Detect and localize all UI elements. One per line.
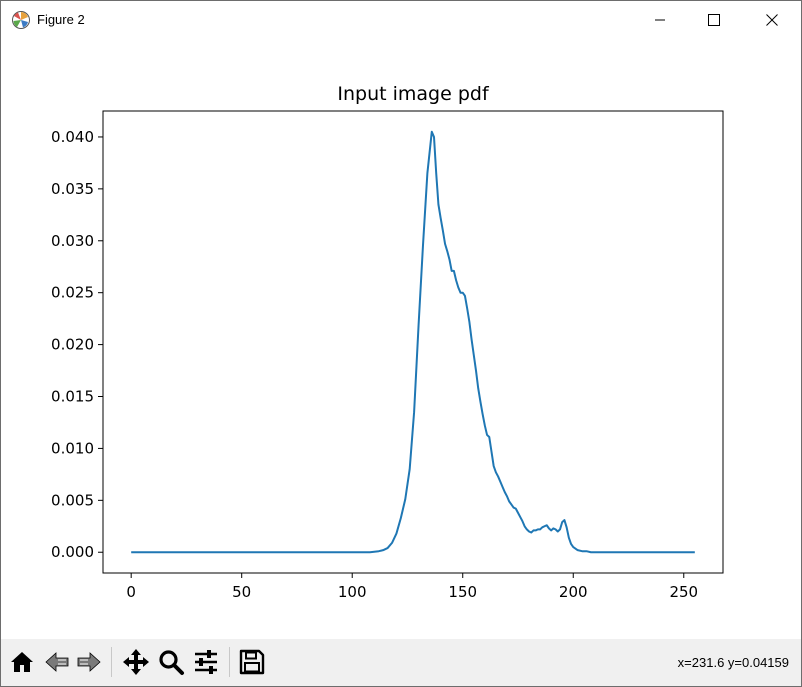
maximize-button[interactable] (691, 1, 737, 39)
y-tick-label: 0.040 (51, 128, 94, 146)
y-tick-label: 0.020 (51, 336, 94, 354)
magnifier-icon (159, 650, 184, 675)
y-tick-label: 0.000 (51, 543, 94, 561)
close-button[interactable] (749, 1, 795, 39)
home-icon (11, 652, 33, 672)
x-tick-label: 200 (559, 583, 588, 601)
series-line (131, 130, 695, 554)
window-title: Figure 2 (37, 12, 85, 27)
back-arrow-icon (45, 652, 69, 672)
floppy-disk-icon (239, 649, 265, 675)
y-tick-label: 0.025 (51, 284, 94, 302)
minimize-icon (655, 19, 665, 21)
toolbar-divider (229, 647, 230, 677)
navigation-toolbar: x=231.6 y=0.04159 (1, 639, 801, 686)
axis-ticks: 0 50 100 150 200 250 0.000 0.005 0.010 0.015 0.020… (51, 128, 698, 601)
forward-button[interactable] (75, 648, 103, 676)
y-tick-label: 0.015 (51, 388, 94, 406)
pan-button[interactable] (122, 648, 150, 676)
zoom-button[interactable] (157, 648, 185, 676)
close-icon (766, 14, 778, 26)
axes-frame (102, 110, 724, 574)
back-button[interactable] (43, 648, 71, 676)
y-tick-label: 0.030 (51, 232, 94, 250)
y-tick-label: 0.035 (51, 180, 94, 198)
x-tick-label: 50 (232, 583, 251, 601)
x-tick-label: 100 (338, 583, 367, 601)
chart-title: Input image pdf (337, 83, 490, 105)
cursor-coordinates: x=231.6 y=0.04159 (677, 655, 789, 670)
x-tick-label: 250 (669, 583, 698, 601)
matplotlib-icon (12, 11, 30, 29)
y-tick-label: 0.010 (51, 439, 94, 457)
toolbar-divider (111, 647, 112, 677)
title-bar: Figure 2 (1, 1, 801, 39)
x-tick-label: 0 (126, 583, 136, 601)
move-icon (123, 649, 149, 675)
home-button[interactable] (8, 648, 36, 676)
save-button[interactable] (238, 648, 266, 676)
figure-canvas[interactable]: Input image pdf 0 50 100 150 200 250 0.000 0.00… (1, 39, 801, 639)
minimize-button[interactable] (637, 1, 683, 39)
x-tick-label: 150 (448, 583, 477, 601)
line-chart: Input image pdf 0 50 100 150 200 250 0.000 0.00… (51, 83, 724, 601)
maximize-icon (708, 14, 720, 26)
sliders-icon (195, 650, 217, 674)
forward-arrow-icon (77, 652, 101, 672)
configure-subplots-button[interactable] (192, 648, 220, 676)
y-tick-label: 0.005 (51, 491, 94, 509)
